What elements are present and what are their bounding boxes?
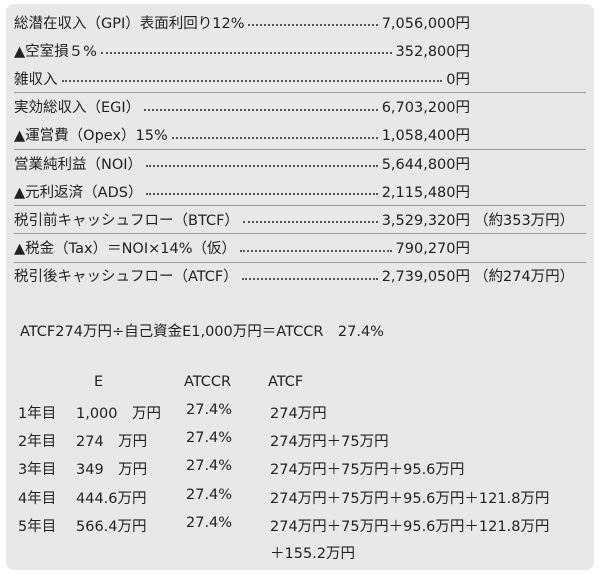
equity: 1,000 万円 <box>76 406 162 422</box>
statement-row: ▲空室損５% 352,800円 <box>14 36 586 64</box>
column-header: ATCCR <box>184 374 232 390</box>
statement-row: 実効総収入（EGI） 6,703,200円 <box>14 93 586 121</box>
label: ▲運営費（Opex）15% <box>14 128 168 145</box>
statement-row: ▲運営費（Opex）15% 1,058,400円 <box>14 121 586 150</box>
statement-row: ▲税金（Tax）＝NOI×14%（仮） 790,270円 <box>14 234 586 263</box>
leader-dots <box>171 136 378 139</box>
atccr: 27.4% <box>186 458 233 475</box>
label: 税引後キャッシュフロー（ATCF） <box>14 269 238 286</box>
equity: 274 万円 <box>76 434 148 451</box>
label: 総潜在収入（GPI）表面利回り12% <box>14 15 245 32</box>
column-header: E <box>94 374 104 390</box>
statement-row: ▲元利返済（ADS） 2,115,480円 <box>14 177 586 207</box>
label: 税引前キャッシュフロー（BTCF） <box>14 212 239 229</box>
entry: ▲空室損５% 352,800円 <box>14 40 470 61</box>
statement-row: 総潜在収入（GPI）表面利回り12% 7,056,000円 <box>14 8 586 36</box>
entry: 実効総収入（EGI） 6,703,200円 <box>14 96 470 117</box>
year: 4年目 <box>18 490 57 507</box>
label: ▲空室損５% <box>14 43 97 60</box>
amount: 2,739,050円 <box>381 269 470 286</box>
entry: ▲元利返済（ADS） 2,115,480円 <box>14 181 470 202</box>
year: 2年目 <box>18 434 57 451</box>
atcf: ＋155.2万円 <box>270 545 356 562</box>
note: （約274万円） <box>474 269 575 286</box>
entry: 営業純利益（NOI） 5,644,800円 <box>14 153 470 174</box>
entry: 雑収入 0円 <box>14 68 470 89</box>
amount: 6,703,200円 <box>381 100 470 117</box>
panel: 総潜在収入（GPI）表面利回り12% 7,056,000円 ▲空室損５% 352,80… <box>6 4 594 570</box>
column-header: ATCF <box>268 374 304 390</box>
statement-row: 税引前キャッシュフロー（BTCF） 3,529,320円 （約353万円） <box>14 205 586 235</box>
year: 5年目 <box>18 518 57 535</box>
atcf: 274万円＋75万円＋95.6万円 <box>270 462 465 479</box>
atccr: 27.4% <box>186 402 233 418</box>
entry: 総潜在収入（GPI）表面利回り12% 7,056,000円 <box>14 12 470 33</box>
leader-dots <box>242 221 378 224</box>
amount: 1,058,400円 <box>381 128 470 145</box>
amount: 790,270円 <box>395 241 470 258</box>
label: ▲元利返済（ADS） <box>14 184 143 201</box>
entry: ▲税金（Tax）＝NOI×14%（仮） 790,270円 <box>14 237 470 258</box>
amount: 0円 <box>446 71 470 88</box>
equity: 566.4万円 <box>76 518 147 535</box>
statement-row: 雑収入 0円 <box>14 64 586 94</box>
statement-row: 営業純利益（NOI） 5,644,800円 <box>14 149 586 177</box>
year: 1年目 <box>18 406 57 422</box>
equity: 444.6万円 <box>76 490 147 507</box>
statement-row: 税引後キャッシュフロー（ATCF） 2,739,050円 （約274万円） <box>14 262 586 290</box>
label: ▲税金（Tax）＝NOI×14%（仮） <box>14 241 236 258</box>
atccr: 27.4% <box>186 486 233 503</box>
leader-dots <box>241 277 378 280</box>
leader-dots <box>144 108 378 111</box>
amount: 352,800円 <box>395 43 470 60</box>
leader-dots <box>240 249 392 252</box>
leader-dots <box>248 24 378 26</box>
entry: ▲運営費（Opex）15% 1,058,400円 <box>14 124 470 145</box>
atcf: 274万円 <box>270 406 327 422</box>
formula: ATCF274万円÷自己資金E1,000万円＝ATCCR 27.4% <box>20 324 384 340</box>
leader-dots <box>146 165 378 167</box>
amount: 7,056,000円 <box>381 15 470 32</box>
entry: 税引後キャッシュフロー（ATCF） 2,739,050円 <box>14 265 470 286</box>
leader-dots <box>100 52 392 55</box>
leader-dots <box>61 80 443 83</box>
label: 雑収入 <box>14 71 58 88</box>
atcf: 274万円＋75万円＋95.6万円＋121.8万円 <box>270 490 550 507</box>
amount: 3,529,320円 <box>381 212 470 229</box>
atcf: 274万円＋75万円 <box>270 434 389 451</box>
equity: 349 万円 <box>76 462 148 479</box>
year: 3年目 <box>18 462 57 479</box>
amount: 5,644,800円 <box>381 156 470 173</box>
label: 営業純利益（NOI） <box>14 156 143 173</box>
note: （約353万円） <box>474 212 575 229</box>
atccr: 27.4% <box>186 430 233 447</box>
label: 実効総収入（EGI） <box>14 100 141 117</box>
leader-dots <box>146 193 378 196</box>
entry: 税引前キャッシュフロー（BTCF） 3,529,320円 <box>14 209 470 230</box>
atccr: 27.4% <box>186 514 233 531</box>
atcf: 274万円＋75万円＋95.6万円＋121.8万円 <box>270 518 550 535</box>
amount: 2,115,480円 <box>381 184 470 201</box>
